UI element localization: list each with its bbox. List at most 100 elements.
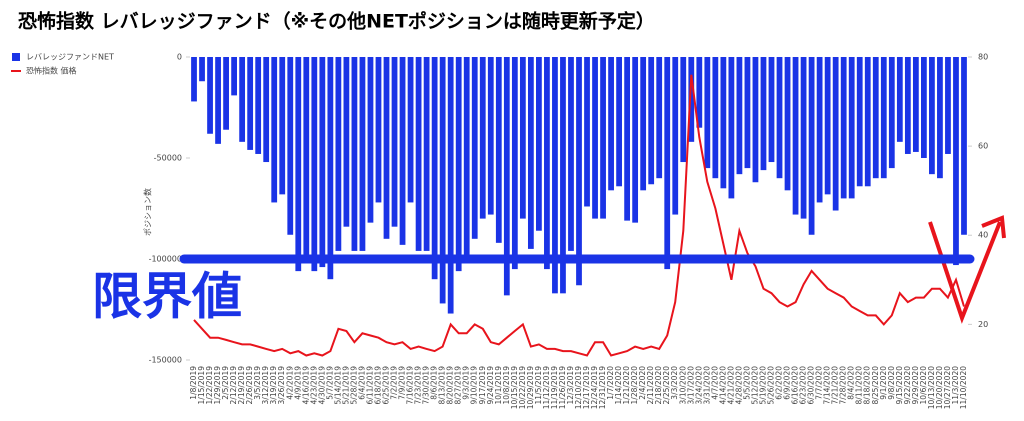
x-tick-label: 8/13/2019	[438, 366, 447, 405]
bar	[864, 57, 871, 187]
x-tick-label: 4/28/2020	[734, 366, 743, 405]
x-tick-label: 5/21/2019	[341, 366, 350, 405]
y-tick-label: -150000	[149, 356, 182, 365]
x-tick-label: 3/31/2020	[702, 366, 711, 405]
bar	[399, 57, 406, 245]
bar	[832, 57, 839, 211]
bar	[953, 57, 959, 266]
bar	[455, 57, 462, 272]
bar	[592, 57, 598, 219]
x-tick-label: 10/8/2019	[502, 366, 511, 405]
x-tick-label: 2/19/2019	[237, 366, 246, 405]
bar	[383, 57, 390, 239]
x-tick-label: 7/23/2019	[414, 366, 423, 405]
x-tick-label: 7/16/2019	[406, 366, 415, 405]
bar	[479, 57, 486, 219]
x-tick-label: 7/21/2020	[831, 366, 840, 405]
x-tick-label: 11/3/2020	[951, 366, 960, 405]
bar	[704, 57, 711, 169]
x-tick-label: 12/31/2019	[598, 366, 607, 409]
bar	[696, 57, 703, 128]
x-tick-label: 11/26/2019	[558, 366, 567, 409]
bar	[920, 57, 927, 158]
bar	[824, 57, 831, 195]
x-tick-label: 7/30/2019	[422, 366, 431, 405]
bar	[191, 57, 197, 102]
x-tick-label: 1/7/2020	[606, 366, 615, 400]
bar	[415, 57, 422, 251]
x-tick-label: 9/8/2020	[887, 366, 896, 400]
x-tick-label: 7/28/2020	[839, 366, 848, 405]
x-tick-label: 1/15/2019	[197, 366, 206, 405]
x-tick-label: 4/9/2019	[293, 366, 302, 400]
x-tick-label: 1/14/2020	[614, 366, 623, 405]
bar	[624, 57, 631, 221]
x-tick-label: 5/28/2019	[349, 366, 358, 405]
x-tick-label: 5/14/2019	[333, 366, 342, 405]
bar	[447, 57, 454, 314]
y2-tick-label: 20	[978, 320, 988, 329]
x-tick-label: 2/4/2020	[638, 366, 647, 400]
bar	[880, 57, 887, 179]
bar	[375, 57, 382, 203]
bar	[560, 57, 566, 294]
x-tick-label: 6/4/2019	[357, 366, 366, 400]
bar	[487, 57, 494, 215]
bar	[359, 57, 366, 251]
x-tick-label: 3/5/2019	[253, 366, 262, 400]
x-tick-label: 4/23/2019	[309, 366, 318, 405]
bar	[584, 57, 590, 207]
x-tick-label: 9/1/2020	[879, 366, 888, 400]
x-tick-label: 11/12/2019	[542, 366, 551, 409]
bar	[937, 57, 943, 179]
bar	[792, 57, 799, 215]
bar	[576, 57, 582, 286]
x-tick-label: 3/26/2019	[277, 366, 286, 405]
bar	[776, 57, 783, 179]
bar	[335, 57, 342, 251]
x-tick-label: 6/25/2019	[382, 366, 391, 405]
x-tick-label: 11/5/2019	[534, 366, 543, 405]
x-tick-label: 9/17/2019	[478, 366, 487, 405]
bar	[640, 57, 647, 191]
bar	[279, 57, 286, 195]
bar	[648, 57, 655, 185]
bar	[239, 57, 246, 142]
x-tick-label: 7/9/2019	[398, 366, 407, 400]
x-tick-label: 3/3/2020	[670, 366, 679, 400]
bar	[888, 57, 895, 169]
bar	[391, 57, 398, 227]
y2-tick-label: 40	[978, 231, 988, 240]
bar	[495, 57, 502, 243]
x-tick-label: 6/30/2020	[807, 366, 816, 405]
bar	[688, 57, 695, 142]
x-tick-label: 11/10/2020	[959, 366, 968, 409]
bar	[519, 57, 526, 219]
legend-label: レバレッジファンドNET	[26, 53, 114, 62]
x-tick-label: 1/21/2020	[622, 366, 631, 405]
bar	[215, 57, 221, 144]
x-tick-label: 8/27/2019	[454, 366, 463, 405]
x-tick-label: 6/23/2020	[799, 366, 808, 405]
x-tick-label: 8/4/2020	[847, 366, 856, 400]
x-tick-label: 9/10/2019	[470, 366, 479, 405]
bar	[736, 57, 743, 175]
bar	[271, 57, 278, 203]
legend-swatch	[12, 53, 20, 61]
bar	[552, 57, 558, 294]
bar	[287, 57, 294, 235]
x-tick-label: 3/17/2020	[686, 366, 695, 405]
x-tick-label: 9/3/2019	[462, 366, 471, 400]
x-tick-label: 12/3/2019	[566, 366, 575, 405]
x-tick-label: 12/10/2019	[574, 366, 583, 409]
bar	[608, 57, 614, 191]
x-tick-label: 12/17/2019	[582, 366, 591, 409]
x-tick-label: 1/22/2019	[205, 366, 214, 405]
x-tick-label: 4/21/2020	[726, 366, 735, 405]
line	[193, 74, 965, 357]
x-tick-label: 5/12/2020	[750, 366, 759, 405]
x-tick-label: 10/6/2020	[919, 366, 928, 405]
bar	[728, 57, 735, 199]
bar	[656, 57, 663, 179]
x-tick-label: 8/18/2020	[863, 366, 872, 405]
